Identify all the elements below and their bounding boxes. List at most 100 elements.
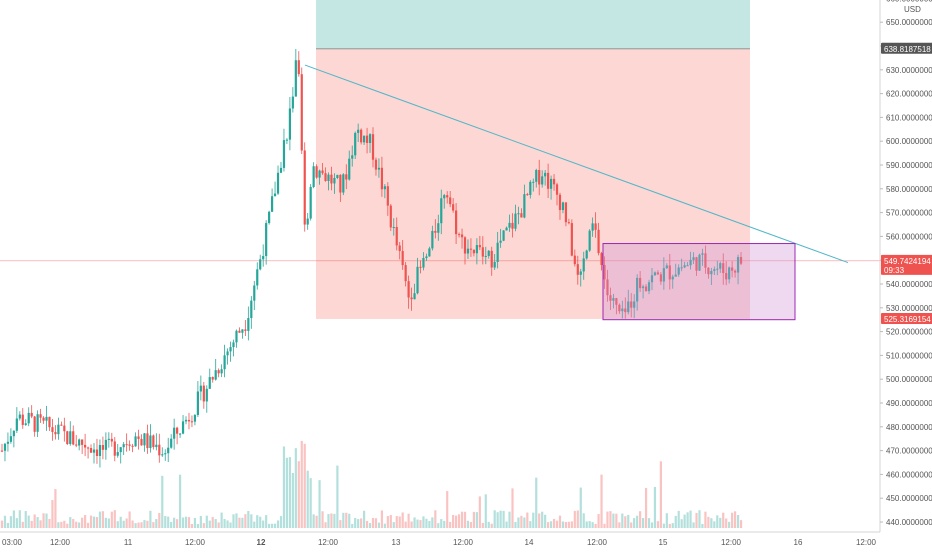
- volume-bar: [324, 522, 327, 528]
- volume-bar: [238, 517, 241, 528]
- candle-body: [621, 308, 624, 312]
- candle-body: [48, 416, 51, 428]
- candle-body: [303, 150, 306, 225]
- price-tick-label: 580.0000000: [886, 185, 932, 194]
- volume-bar: [561, 521, 565, 528]
- candle-body: [422, 258, 425, 268]
- volume-bar: [713, 521, 716, 528]
- volume-bar: [621, 513, 624, 528]
- candle-body: [514, 213, 517, 229]
- volume-bar: [235, 513, 238, 528]
- volume-bar: [362, 510, 366, 528]
- volume-bar: [30, 520, 33, 528]
- candle-body: [84, 444, 87, 448]
- candle-body: [288, 108, 291, 140]
- candle-body: [466, 248, 470, 254]
- volume-bar: [220, 512, 223, 528]
- candle-body: [12, 430, 15, 437]
- candle-body: [321, 170, 324, 174]
- price-tick-label: 530.0000000: [886, 304, 932, 313]
- volume-bar: [36, 517, 39, 528]
- candle-body: [689, 259, 692, 266]
- volume-bar: [110, 511, 113, 528]
- candle-body: [167, 447, 170, 454]
- candle-body: [315, 166, 318, 178]
- time-tick-label: 16: [794, 538, 803, 547]
- volume-bar: [232, 514, 235, 528]
- price-tick-label: 510.0000000: [886, 351, 932, 360]
- candle-body: [416, 266, 419, 294]
- volume-bar: [452, 514, 455, 528]
- volume-bar: [668, 523, 671, 528]
- volume-bar: [529, 521, 532, 528]
- candle-body: [276, 172, 280, 194]
- volume-bar: [339, 520, 342, 528]
- volume-bar: [493, 510, 496, 528]
- volume-bar: [45, 513, 48, 528]
- volume-bar: [86, 522, 90, 528]
- candle-body: [552, 178, 556, 185]
- volume-bar: [306, 470, 309, 528]
- candle-body: [348, 158, 351, 180]
- candle-body: [710, 271, 713, 275]
- volume-bar: [119, 516, 122, 528]
- volume-bar: [630, 522, 633, 528]
- volume-bar: [633, 518, 636, 528]
- candle-body: [214, 370, 217, 380]
- candle-body: [72, 431, 75, 445]
- candle-body: [469, 248, 473, 250]
- volume-bar: [585, 521, 588, 528]
- candle-body: [107, 438, 110, 440]
- price-tick-label: 540.0000000: [886, 280, 932, 289]
- trendline[interactable]: [304, 64, 849, 264]
- volume-bar: [683, 514, 686, 528]
- consolidation-box[interactable]: [602, 243, 796, 321]
- candle-body: [0, 450, 4, 452]
- target-price-badge: [881, 42, 932, 54]
- candle-body: [330, 174, 333, 184]
- volume-bar: [202, 523, 205, 528]
- last-price-value: 549.7424194: [884, 257, 931, 266]
- volume-bar: [181, 517, 185, 528]
- volume-bar: [523, 517, 526, 528]
- volume-bar: [149, 510, 152, 528]
- time-tick-label: 03:00: [2, 538, 23, 547]
- volume-bar: [449, 521, 452, 528]
- candle-body: [95, 449, 99, 457]
- volume-bar: [469, 522, 473, 528]
- candle-body: [101, 445, 105, 450]
- candle-body: [273, 193, 277, 197]
- volume-bar: [226, 520, 229, 528]
- candle-body: [92, 449, 96, 453]
- candle-body: [496, 242, 499, 262]
- candle-body: [428, 248, 431, 257]
- candle-body: [134, 436, 137, 447]
- candle-body: [431, 230, 434, 249]
- price-tick-label: 600.0000000: [886, 137, 932, 146]
- volume-bar: [647, 518, 651, 528]
- candle-body: [558, 194, 562, 211]
- candle-body: [526, 194, 529, 196]
- candle-body: [707, 267, 710, 275]
- candle-body: [211, 377, 214, 380]
- time-tick-label: 12:00: [721, 538, 742, 547]
- candle-body: [9, 436, 13, 442]
- volume-bar: [107, 518, 110, 528]
- volume-bar: [357, 519, 360, 528]
- volume-bar: [484, 494, 487, 528]
- candle-body: [481, 247, 484, 257]
- volume-bar: [463, 511, 467, 528]
- candle-body: [624, 308, 627, 313]
- candle-body: [57, 424, 60, 435]
- price-tick-label: 660.0000000: [886, 0, 932, 3]
- candle-body: [137, 436, 140, 439]
- candle-body: [368, 134, 372, 144]
- candle-body: [585, 250, 588, 259]
- candle-body: [226, 351, 229, 356]
- time-tick-label: 12:00: [185, 538, 206, 547]
- candle-body: [51, 427, 54, 433]
- volume-bar: [733, 511, 737, 528]
- volume-bar: [15, 518, 18, 528]
